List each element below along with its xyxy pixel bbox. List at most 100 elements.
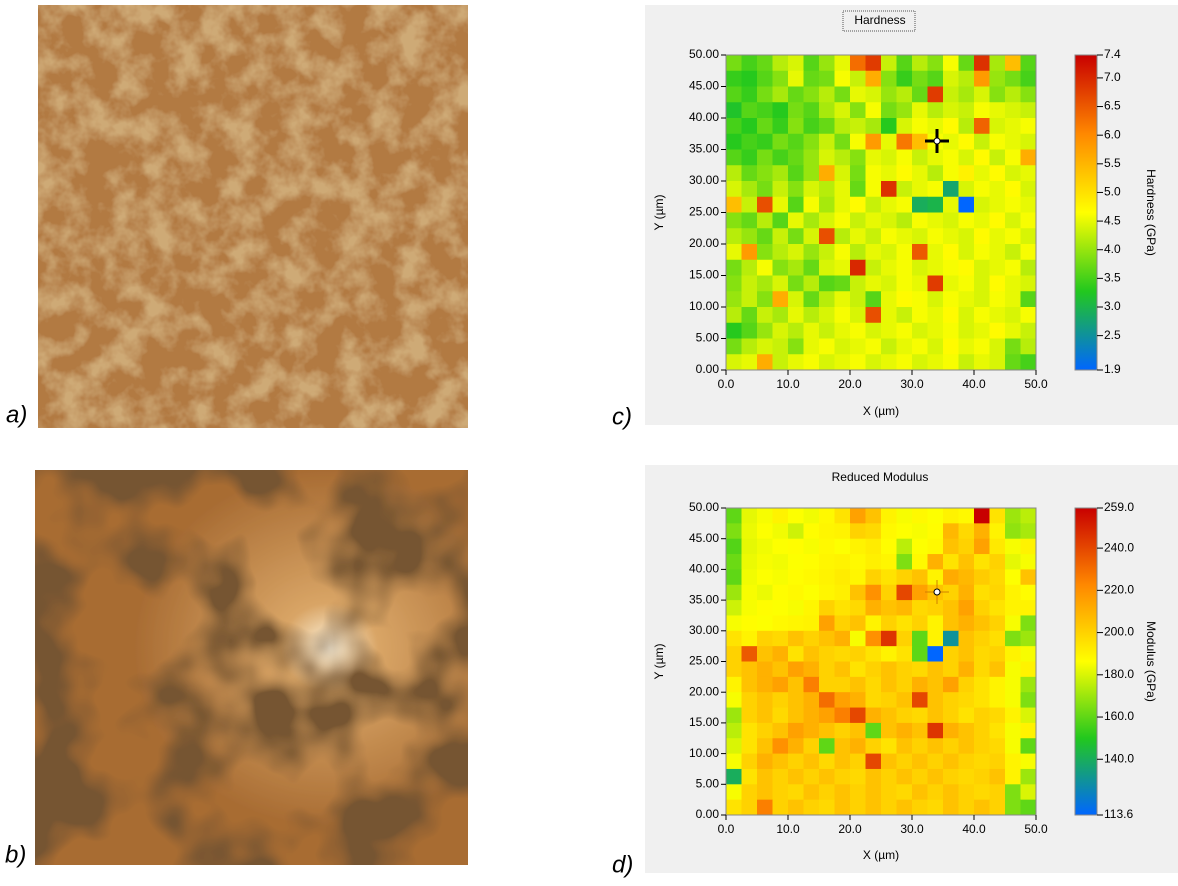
- heatmap-cell: [850, 569, 866, 586]
- heatmap-cell: [1005, 354, 1021, 371]
- heatmap-cell: [850, 338, 866, 355]
- heatmap-cell: [865, 554, 882, 570]
- heatmap-cell: [896, 228, 913, 245]
- heatmap-cell: [741, 707, 758, 724]
- heatmap-cell: [726, 275, 742, 292]
- heatmap-cell: [819, 354, 835, 371]
- heatmap-cell: [927, 212, 944, 229]
- y-tick-label: 10.00: [689, 299, 719, 313]
- heatmap-cell: [989, 275, 1006, 292]
- heatmap-cell: [865, 630, 882, 647]
- heatmap-cell: [927, 291, 944, 308]
- heatmap-cell: [1020, 165, 1037, 182]
- heatmap-cell: [850, 259, 866, 276]
- heatmap-cell: [726, 768, 742, 785]
- heatmap-cell: [896, 523, 913, 540]
- colorbar: [1074, 507, 1098, 816]
- heatmap-cell: [1005, 554, 1021, 570]
- heatmap-cell: [896, 508, 913, 524]
- heatmap-cell: [974, 799, 990, 816]
- heatmap-cell: [912, 228, 928, 245]
- heatmap-cell: [1020, 753, 1037, 770]
- heatmap-cell: [757, 523, 773, 540]
- heatmap-cell: [1005, 322, 1021, 339]
- heatmap-cell: [741, 569, 758, 586]
- heatmap-cell: [834, 523, 851, 540]
- heatmap-cell: [850, 212, 866, 229]
- heatmap-cell: [726, 133, 742, 150]
- heatmap-cell: [943, 149, 959, 166]
- colorbar-tick-label: 3.0: [1104, 299, 1121, 313]
- heatmap-cell: [803, 70, 820, 87]
- heatmap-cell: [958, 753, 975, 770]
- heatmap-cell: [772, 554, 789, 570]
- heatmap-cell: [989, 133, 1006, 150]
- heatmap-cell: [1020, 615, 1037, 632]
- afm-image-b: [35, 470, 468, 865]
- heatmap-cell: [726, 799, 742, 816]
- heatmap-cell: [958, 244, 975, 261]
- heatmap-cell: [757, 538, 773, 555]
- heatmap-cell: [881, 538, 897, 555]
- heatmap-cell: [819, 630, 835, 647]
- colorbar-tick-label: 160.0: [1104, 709, 1134, 723]
- heatmap-cell: [881, 707, 897, 724]
- heatmap-cell: [989, 768, 1006, 785]
- heatmap-cell: [1020, 354, 1037, 371]
- heatmap-cell: [819, 676, 835, 693]
- heatmap-cell: [772, 784, 789, 801]
- heatmap-cell: [850, 646, 866, 662]
- heatmap-cell: [989, 322, 1006, 339]
- heatmap-cell: [974, 768, 990, 785]
- colorbar-tick-label: 240.0: [1104, 540, 1134, 554]
- heatmap-cell: [958, 291, 975, 308]
- heatmap-cell: [865, 149, 882, 166]
- heatmap-cell: [896, 118, 913, 135]
- heatmap-cell: [803, 707, 820, 724]
- heatmap-cell: [943, 722, 959, 739]
- heatmap-cell: [989, 149, 1006, 166]
- y-tick-label: 20.00: [689, 236, 719, 250]
- heatmap-cell: [757, 646, 773, 662]
- heatmap-cell: [912, 615, 928, 632]
- heatmap-cell: [834, 291, 851, 308]
- heatmap-cell: [757, 338, 773, 355]
- heatmap-cell: [881, 275, 897, 292]
- y-tick-label: 25.00: [689, 654, 719, 668]
- heatmap-cell: [927, 55, 944, 72]
- heatmap-cell: [1005, 149, 1021, 166]
- heatmap-cell: [865, 196, 882, 213]
- heatmap-cell: [989, 523, 1006, 540]
- heatmap-cell: [741, 196, 758, 213]
- heatmap-cell: [741, 70, 758, 87]
- heatmap-cell: [757, 86, 773, 103]
- heatmap-cell: [788, 615, 804, 632]
- heatmap-cell: [741, 738, 758, 755]
- heatmap-cell: [803, 722, 820, 739]
- heatmap-cell: [865, 508, 882, 524]
- heatmap-cell: [881, 149, 897, 166]
- heatmap-cell: [943, 646, 959, 662]
- heatmap-cell: [896, 615, 913, 632]
- heatmap-cell: [741, 722, 758, 739]
- heatmap-cell: [881, 508, 897, 524]
- heatmap-cell: [803, 196, 820, 213]
- heatmap-cell: [834, 133, 851, 150]
- heatmap-cell: [989, 600, 1006, 616]
- y-tick-label: 5.00: [696, 776, 720, 790]
- heatmap-cell: [881, 768, 897, 785]
- heatmap-cell: [974, 244, 990, 261]
- heatmap-cell: [772, 738, 789, 755]
- y-tick-label: 40.00: [689, 562, 719, 576]
- y-tick-label: 5.00: [696, 331, 720, 345]
- heatmap-cell: [927, 738, 944, 755]
- heatmap-cell: [772, 661, 789, 678]
- heatmap-cell: [772, 165, 789, 182]
- heatmap-cell: [865, 600, 882, 616]
- heatmap-cell: [974, 275, 990, 292]
- heatmap-cell: [819, 70, 835, 87]
- heatmap-cell: [788, 212, 804, 229]
- heatmap-cell: [819, 228, 835, 245]
- heatmap-cell: [741, 307, 758, 324]
